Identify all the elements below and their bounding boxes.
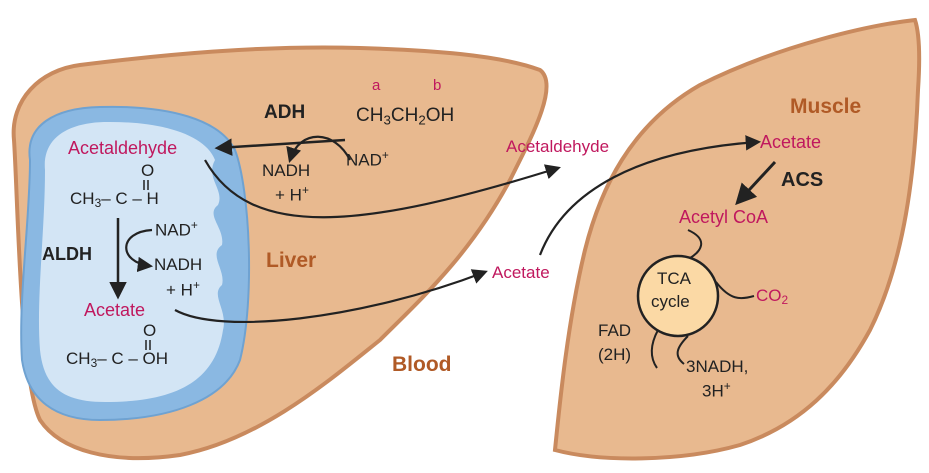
aldh-enzyme-label: ALDH [42, 244, 92, 264]
blood-acetaldehyde-label: Acetaldehyde [506, 137, 610, 156]
tca-to-co2-line [715, 281, 755, 300]
liver-acetate-label: Acetate [84, 300, 146, 320]
adh-enzyme-label: ADH [264, 102, 306, 123]
fad-line [650, 329, 659, 369]
nadh-line-2: 3H+ [702, 379, 731, 401]
acetaldehyde-export-arrow [204, 159, 561, 219]
aldh-cofactor-arrow [125, 228, 154, 273]
adh-nad-plus: NAD+ [346, 148, 389, 170]
tca-line-2: cycle [651, 292, 690, 311]
fad-line-2: (2H) [598, 345, 632, 364]
aldh-h-plus: + H+ [166, 278, 200, 300]
marker-a: a [372, 77, 381, 94]
marker-b: b [433, 77, 442, 94]
acetyl-coa-label: Acetyl CoA [679, 207, 769, 227]
acetate-oxygen: O [143, 321, 157, 340]
liver-label: Liver [266, 249, 317, 272]
acetaldehyde-oxygen: O [141, 161, 155, 180]
acetate-export-arrow [174, 269, 488, 324]
ethanol-formula: CH3CH2OH [356, 105, 455, 128]
blood-acetate-label: Acetate [492, 263, 550, 282]
acetaldehyde-formula: CH3– C – H [70, 189, 159, 210]
nadh-line [676, 335, 689, 365]
acetate-uptake-arrow [538, 135, 762, 256]
muscle-organ [552, 17, 922, 461]
aldh-nadh: NADH [154, 255, 203, 274]
co2-label: CO2 [756, 286, 789, 307]
adh-arrow [214, 138, 346, 156]
acetyl-coa-to-tca-line [687, 229, 702, 259]
adh-nadh: NADH [262, 161, 311, 180]
fad-line-1: FAD [598, 321, 632, 340]
aldh-nad-plus: NAD+ [155, 218, 198, 240]
muscle-acetate-label: Acetate [760, 132, 822, 152]
acetate-formula: CH3– C – OH [66, 349, 169, 370]
tca-line-1: TCA [657, 269, 691, 288]
mitochondrion-matrix [38, 121, 224, 402]
nadh-line-1: 3NADH, [686, 357, 749, 376]
adh-h-plus: + H+ [275, 183, 309, 205]
liver-acetaldehyde-label: Acetaldehyde [68, 138, 178, 158]
acs-enzyme-label: ACS [781, 169, 824, 191]
tca-cycle-circle [636, 254, 720, 338]
muscle-label: Muscle [790, 95, 862, 118]
acs-arrow [735, 160, 777, 206]
adh-cofactor-arrow [286, 135, 351, 163]
blood-label: Blood [392, 353, 452, 376]
